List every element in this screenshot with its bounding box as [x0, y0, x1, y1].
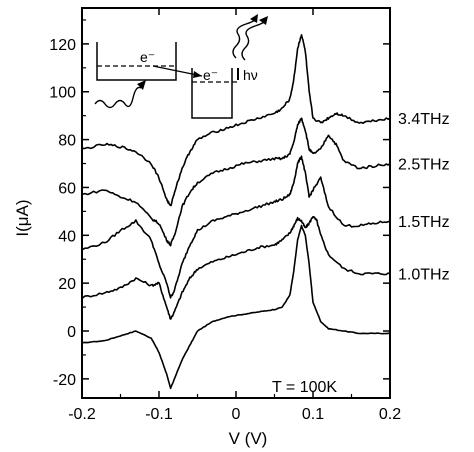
emitted-photon-arrowhead-1	[250, 14, 258, 23]
incoming-photon-wave	[94, 86, 142, 109]
y-tick-label: -20	[53, 372, 76, 389]
y-tick-label: 120	[49, 37, 76, 54]
plot-frame	[81, 7, 391, 399]
x-tick-label: 0.1	[302, 406, 324, 423]
emitted-photon-wave-2	[241, 19, 266, 61]
ticks-group: -0.2 -0.1 0 0.1 0.2 -20 0 20 40 60 80 100 120	[49, 8, 401, 423]
x-tick-label: 0	[232, 406, 241, 423]
y-tick-label: 60	[58, 180, 76, 197]
y-tick-label: 100	[49, 85, 76, 102]
inset-photon-label: hν	[243, 67, 258, 83]
series-label: 3.4THz	[398, 111, 450, 128]
x-axis-title: V (V)	[229, 429, 268, 448]
y-tick-label: 40	[58, 228, 76, 245]
inset-right-well	[191, 68, 233, 119]
temperature-annotation: T = 100K	[272, 379, 337, 396]
inset-left-well	[96, 42, 177, 81]
series-line	[81, 117, 391, 247]
series-label: 2.5THz	[398, 157, 450, 174]
inset-band-diagram: e⁻ e⁻ hν	[94, 14, 268, 119]
series-line	[81, 224, 391, 390]
x-tick-label: -0.1	[145, 406, 173, 423]
series-label: 1.5THz	[398, 214, 450, 231]
series-group: 1.0THz 1.5THz 2.5THz 3.4THz	[81, 34, 450, 390]
x-tick-label: 0.2	[379, 406, 401, 423]
series-line	[82, 34, 391, 207]
emitted-photon-arrowhead-2	[259, 16, 268, 25]
x-tick-label: -0.2	[68, 406, 96, 423]
incoming-photon-arrowhead	[137, 80, 146, 90]
y-tick-label: 20	[58, 276, 76, 293]
y-tick-label: 0	[67, 324, 76, 341]
inset-electron-label-2: e⁻	[203, 67, 218, 83]
inset-transition-arrowhead	[193, 71, 202, 78]
inset-electron-label-1: e⁻	[140, 49, 155, 65]
emitted-photon-wave-1	[232, 17, 257, 59]
y-axis-title: I(μA)	[13, 199, 32, 236]
y-tick-label: 80	[58, 133, 76, 150]
axes-group	[81, 7, 391, 399]
series-line	[81, 155, 391, 299]
series-line	[81, 215, 391, 320]
series-label: 1.0THz	[398, 267, 450, 284]
